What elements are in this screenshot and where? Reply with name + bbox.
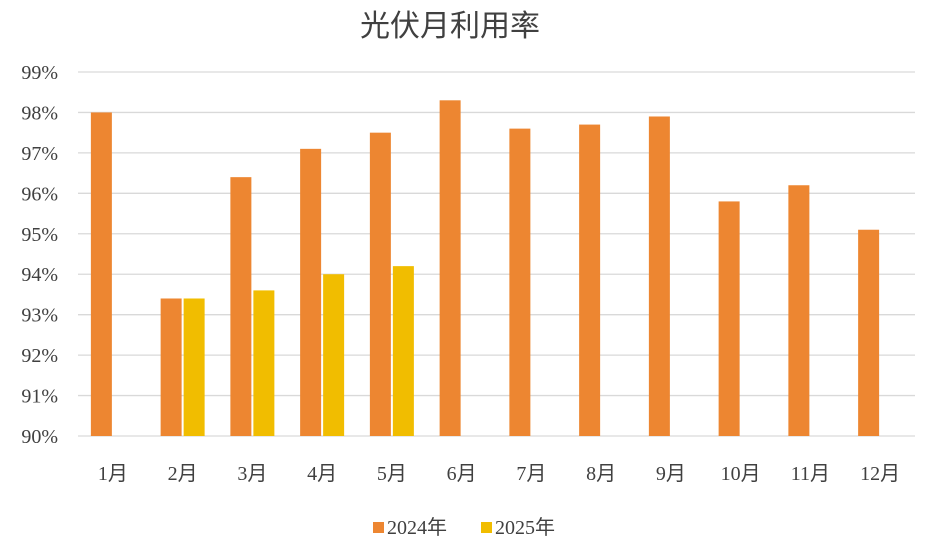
- bar-2024年: [369, 132, 391, 436]
- x-tick-label: 2月: [168, 463, 198, 485]
- y-axis-ticks: 90% 91% 92% 93% 94% 95% 96% 97% 98% 99%: [21, 62, 58, 448]
- y-tick-label: 98%: [21, 102, 58, 124]
- bar-2025年: [253, 290, 275, 436]
- y-tick-label: 94%: [21, 264, 58, 286]
- bar-2024年: [718, 201, 740, 436]
- y-tick-label: 92%: [21, 345, 58, 367]
- bar-2024年: [230, 177, 252, 436]
- bar-2024年: [788, 185, 810, 436]
- y-tick-label: 95%: [21, 224, 58, 246]
- x-tick-label: 9月: [656, 463, 686, 485]
- bar-2024年: [300, 148, 322, 436]
- x-tick-label: 3月: [237, 463, 267, 485]
- legend-label: 2025年: [495, 516, 555, 539]
- y-tick-label: 97%: [21, 143, 58, 165]
- x-tick-label: 10月: [721, 463, 761, 485]
- bar-2025年: [183, 298, 205, 436]
- bar-2024年: [439, 100, 461, 437]
- x-tick-label: 11月: [791, 463, 830, 485]
- bars: [90, 100, 880, 437]
- y-tick-label: 96%: [21, 183, 58, 205]
- bar-2025年: [392, 266, 414, 436]
- x-tick-label: 1月: [98, 463, 128, 485]
- chart-title: 光伏月利用率: [360, 9, 540, 44]
- bar-2024年: [648, 116, 670, 436]
- x-axis-ticks: 1月 2月 3月 4月 5月 6月 7月 8月 9月 10月 11月 12月: [98, 463, 900, 485]
- x-tick-label: 6月: [447, 463, 477, 485]
- legend-label: 2024年: [387, 516, 447, 539]
- x-tick-label: 7月: [516, 463, 546, 485]
- y-tick-label: 91%: [21, 386, 58, 408]
- legend: 2024年 2025年: [373, 516, 555, 539]
- bar-2024年: [90, 112, 112, 436]
- y-tick-label: 93%: [21, 305, 58, 327]
- bar-2024年: [160, 298, 182, 436]
- x-tick-label: 5月: [377, 463, 407, 485]
- legend-swatch: [373, 522, 384, 533]
- bar-2024年: [858, 229, 880, 436]
- y-tick-label: 90%: [21, 426, 58, 448]
- bar-2024年: [509, 128, 531, 436]
- bar-2024年: [579, 124, 601, 437]
- legend-swatch: [481, 522, 492, 533]
- x-tick-label: 8月: [586, 463, 616, 485]
- gridlines: [78, 71, 915, 437]
- x-tick-label: 12月: [860, 463, 900, 485]
- x-tick-label: 4月: [307, 463, 337, 485]
- y-tick-label: 99%: [21, 62, 58, 84]
- bar-2025年: [323, 274, 345, 436]
